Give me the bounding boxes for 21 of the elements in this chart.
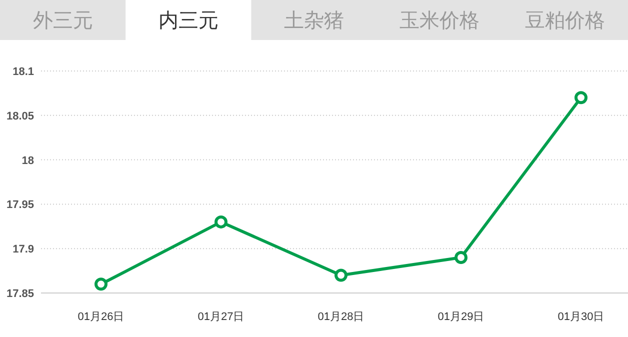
text: 玉米价格 [400,10,480,32]
x-tick-label: 01月30日 [558,311,604,323]
y-tick-label: 18 [22,154,34,167]
x-tick-label: 01月28日 [318,311,364,323]
y-tick-label: 18.1 [12,66,34,78]
text: 土杂猪 [284,10,344,32]
x-tick-label: 01月26日 [78,311,124,323]
x-tick-label: 01月27日 [198,311,244,323]
y-tick-label: 18.05 [6,110,34,122]
text: 外三元 [32,10,93,32]
y-tick-label: 17.9 [12,244,34,256]
point [214,215,228,228]
chart-title: 内三元 [158,10,218,32]
point [454,250,468,264]
point [574,91,588,104]
text: 豆粕价格 [525,10,606,32]
y-tick-label: 17.95 [6,199,34,212]
x-tick-label: 01月29日 [438,311,484,323]
point [334,268,348,282]
point [94,278,108,291]
y-tick-label: 17.85 [6,288,34,300]
